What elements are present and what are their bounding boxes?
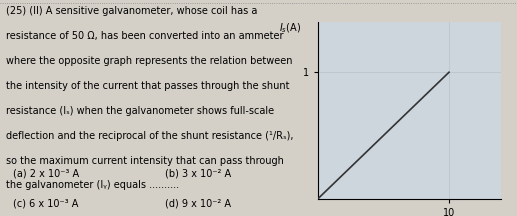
Text: so the maximum current intensity that can pass through: so the maximum current intensity that ca… bbox=[6, 156, 284, 165]
Y-axis label: $I_s$(A): $I_s$(A) bbox=[279, 22, 301, 35]
Text: where the opposite graph represents the relation between: where the opposite graph represents the … bbox=[6, 56, 293, 66]
Text: (c) 6 x 10⁻³ A: (c) 6 x 10⁻³ A bbox=[13, 199, 78, 209]
Text: the intensity of the current that passes through the shunt: the intensity of the current that passes… bbox=[6, 81, 290, 91]
Text: (b) 3 x 10⁻² A: (b) 3 x 10⁻² A bbox=[165, 168, 232, 178]
Text: deflection and the reciprocal of the shunt resistance (¹/Rₛ),: deflection and the reciprocal of the shu… bbox=[6, 131, 294, 141]
Text: the galvanometer (Iᵧ) equals ..........: the galvanometer (Iᵧ) equals .......... bbox=[6, 180, 179, 190]
Text: (d) 9 x 10⁻² A: (d) 9 x 10⁻² A bbox=[165, 199, 231, 209]
Text: (a) 2 x 10⁻³ A: (a) 2 x 10⁻³ A bbox=[13, 168, 79, 178]
Text: (25) (II) A sensitive galvanometer, whose coil has a: (25) (II) A sensitive galvanometer, whos… bbox=[6, 6, 258, 16]
Text: resistance of 50 Ω, has been converted into an ammeter: resistance of 50 Ω, has been converted i… bbox=[6, 31, 284, 41]
Text: resistance (Iₛ) when the galvanometer shows full-scale: resistance (Iₛ) when the galvanometer sh… bbox=[6, 106, 275, 116]
